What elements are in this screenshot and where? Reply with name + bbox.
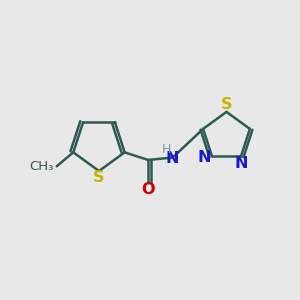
- Text: S: S: [221, 97, 233, 112]
- Text: N: N: [165, 151, 179, 166]
- Text: N: N: [197, 150, 211, 165]
- Text: CH₃: CH₃: [29, 160, 54, 173]
- Text: O: O: [141, 182, 155, 197]
- Text: N: N: [235, 156, 248, 171]
- Text: S: S: [93, 170, 105, 185]
- Text: H: H: [161, 142, 171, 156]
